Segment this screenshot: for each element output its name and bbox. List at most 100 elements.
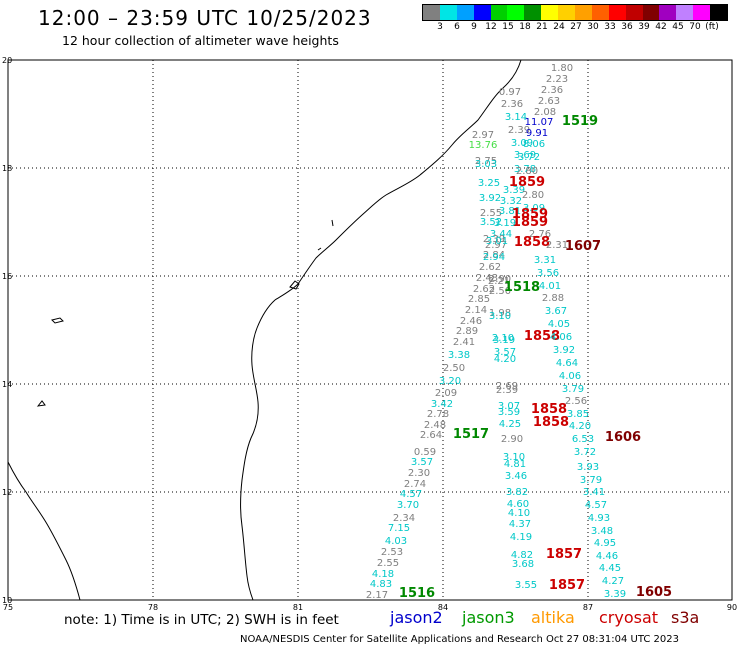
wave-height-value: 3.79 (562, 384, 584, 395)
longitude-label: 81 (293, 603, 303, 612)
wave-height-value: 2.62 (473, 284, 495, 295)
wave-height-value: 3.69 (514, 150, 536, 161)
wave-height-value: 3.09 (511, 138, 533, 149)
legend-jason3: jason3 (462, 608, 515, 627)
wave-height-value: 3.52 (480, 217, 502, 228)
scale-swatch (591, 5, 609, 20)
page-subtitle: 12 hour collection of altimeter wave hei… (62, 33, 339, 48)
wave-height-value: 4.57 (400, 489, 422, 500)
wave-height-value: 4.60 (507, 499, 529, 510)
wave-height-value: 3.14 (505, 112, 527, 123)
scale-swatch (456, 5, 474, 20)
wave-height-value: 2.56 (565, 396, 587, 407)
wave-height-value: 3.57 (494, 347, 516, 358)
legend-jason2: jason2 (390, 608, 443, 627)
wave-height-value: 2.43 (476, 273, 498, 284)
wave-height-value: 4.25 (499, 419, 521, 430)
wave-height-value: 3.10 (489, 311, 511, 322)
scale-swatch (423, 5, 440, 20)
wave-height-value: 2.39 (483, 234, 505, 245)
scale-label: 24 (553, 22, 565, 32)
wave-height-value: 7.15 (388, 523, 410, 534)
wave-height-value: 4.64 (556, 358, 578, 369)
wave-height-value: 2.36 (501, 99, 523, 110)
map-frame (7, 59, 733, 601)
scale-swatch (642, 5, 660, 20)
pass-time-label: 1858 (533, 415, 569, 430)
wave-height-value: 11.07 (525, 117, 554, 128)
scale-label: 70 (689, 22, 701, 32)
wave-height-value: 2.97 (472, 130, 494, 141)
wave-height-value: 3.92 (479, 193, 501, 204)
wave-height-value: 2.08 (534, 107, 556, 118)
scale-label: 9 (471, 22, 477, 32)
wave-height-value: 3.42 (431, 399, 453, 410)
wave-height-value: 3.72 (518, 152, 540, 163)
wave-height-value: 4.20 (494, 354, 516, 365)
wave-height-value: 3.25 (478, 178, 500, 189)
wave-height-value: 3.03 (475, 159, 497, 170)
scale-swatch (693, 5, 711, 20)
longitude-label: 90 (727, 603, 737, 612)
wave-height-value: 2.21 (488, 276, 510, 287)
wave-height-value: 4.05 (548, 319, 570, 330)
wave-height-value: 2.39 (508, 125, 530, 136)
wave-height-value: 2.55 (377, 558, 399, 569)
latitude-label: 10 (2, 596, 12, 605)
wave-height-value: 2.31 (546, 240, 568, 251)
axis-labels: 75 78 81 84 87 90 20 18 16 14 12 10 (2, 56, 737, 612)
wave-height-value: 3.46 (505, 471, 527, 482)
longitude-label: 87 (583, 603, 593, 612)
wave-height-value: 2.74 (404, 479, 426, 490)
scale-swatch (710, 5, 728, 20)
pass-time-label: 1518 (504, 280, 540, 295)
wave-height-value: 3.59 (498, 407, 520, 418)
latitude-label: 12 (2, 488, 12, 497)
wave-height-value: 4.37 (509, 519, 531, 530)
wave-height-value: 4.06 (559, 371, 581, 382)
pass-time-label: 1857 (549, 578, 585, 593)
latitude-label: 16 (2, 272, 12, 281)
scale-swatch (439, 5, 457, 20)
wave-height-value: 0.97 (499, 87, 521, 98)
scale-label: (ft) (705, 22, 719, 32)
island-small-2 (36, 400, 46, 407)
wave-height-value: 3.07 (498, 401, 520, 412)
pass-time-label: 1858 (524, 329, 560, 344)
scale-swatch (659, 5, 677, 20)
scale-label: 36 (621, 22, 633, 32)
wave-height-value: 3.85 (567, 409, 589, 420)
wave-height-value: 2.88 (542, 293, 564, 304)
wave-height-value: 3.93 (577, 462, 599, 473)
wave-height-value: 2.97 (485, 240, 507, 251)
wave-height-value: 2.64 (420, 430, 442, 441)
longitude-label: 75 (3, 603, 13, 612)
pass-time-label: 1605 (636, 585, 672, 600)
island-small-1 (51, 317, 64, 324)
scale-swatch (558, 5, 576, 20)
wave-height-value: 4.81 (504, 459, 526, 470)
wave-height-value: 4.18 (372, 569, 394, 580)
scale-swatch (490, 5, 508, 20)
scale-swatch (608, 5, 626, 20)
wave-height-value: 4.82 (511, 550, 533, 561)
wave-height-value: 4.93 (588, 513, 610, 524)
scale-swatch (676, 5, 694, 20)
wave-height-value: 4.01 (539, 281, 561, 292)
wave-height-value: 3.20 (439, 376, 461, 387)
wave-height-value: 2.50 (489, 286, 511, 297)
wave-height-value: 4.46 (596, 551, 618, 562)
page-title: 12:00 – 23:59 UTC 10/25/2023 (38, 6, 372, 30)
scale-label: 30 (587, 22, 599, 32)
latitude-label: 18 (2, 164, 12, 173)
pass-time-label: 1858 (531, 402, 567, 417)
wave-height-value: 3.79 (580, 475, 602, 486)
credit-line: NOAA/NESDIS Center for Satellite Applica… (240, 634, 679, 645)
wave-height-value: 3.39 (503, 185, 525, 196)
wave-height-value: 4.06 (550, 332, 572, 343)
wave-height-value: 2.69 (496, 381, 518, 392)
scale-swatch (507, 5, 525, 20)
wave-height-value: 2.76 (529, 229, 551, 240)
wave-height-value: 2.46 (460, 316, 482, 327)
